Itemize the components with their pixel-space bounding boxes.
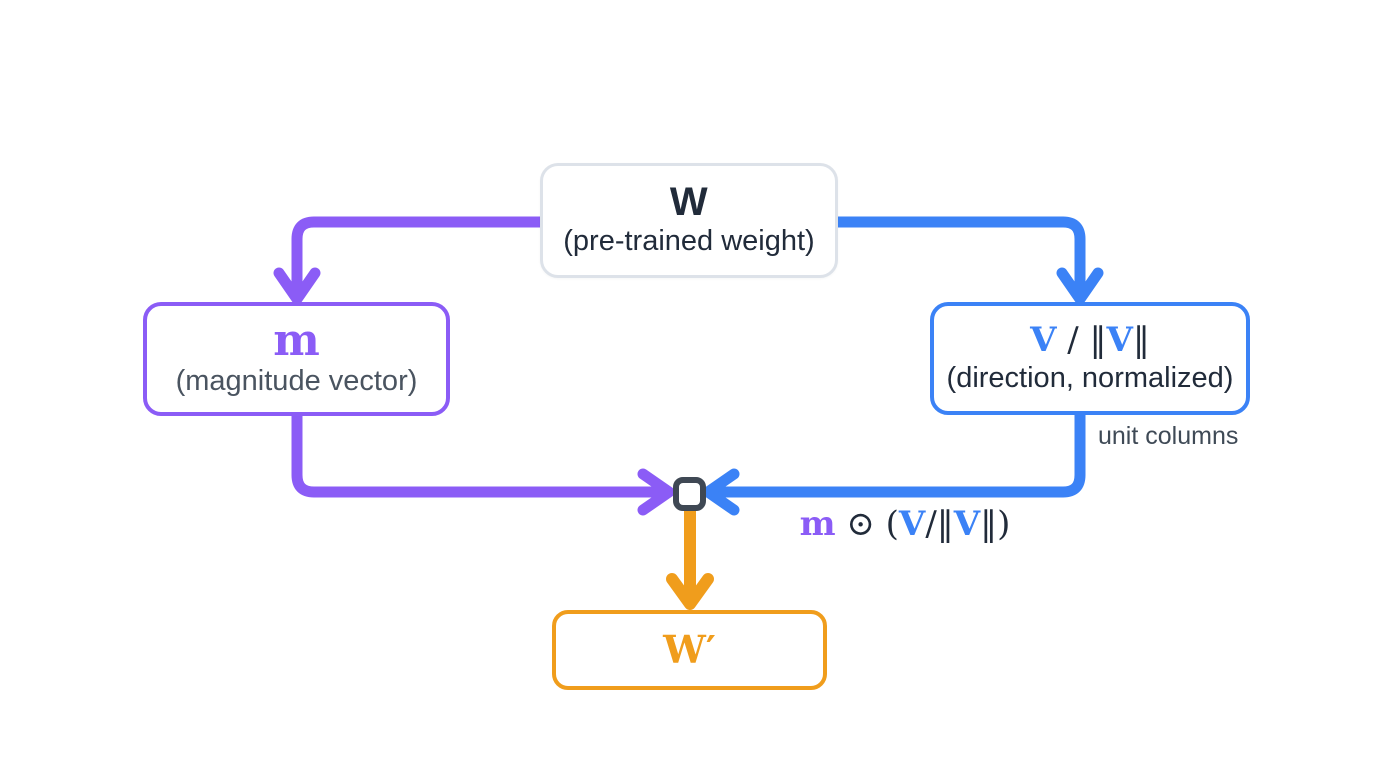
w-label: (pre-trained weight) <box>563 225 815 258</box>
node-magnitude-vector: m (magnitude vector) <box>143 302 450 416</box>
m-label: (magnitude vector) <box>175 364 418 397</box>
multiply-junction-icon <box>673 477 706 511</box>
node-merged-weight: W′ <box>552 610 827 690</box>
arrow-w-to-v-icon <box>832 216 1104 305</box>
formula-slash: /‖ <box>925 504 954 544</box>
unit-columns-note: unit columns <box>1098 422 1239 450</box>
v-symbol-2: V <box>1106 319 1133 360</box>
v-label: (direction, normalized) <box>946 361 1234 394</box>
formula-close: ‖) <box>980 504 1011 544</box>
arrow-v-to-junction-icon <box>702 409 1086 516</box>
v-formula-norm-close: ‖ <box>1132 319 1150 360</box>
formula-v-symbol-2: V <box>953 504 981 544</box>
formula-v-symbol: V <box>898 504 926 544</box>
wprime-symbol: W′ <box>663 627 716 672</box>
v-formula-separator: / ‖ <box>1056 319 1107 360</box>
m-symbol: m <box>273 314 320 366</box>
arrow-m-to-junction-icon <box>291 410 675 516</box>
combine-formula: m ⊙ (V/‖V‖) <box>780 504 1030 544</box>
node-direction-normalized: V / ‖V‖ (direction, normalized) <box>930 302 1250 415</box>
arrow-w-to-m-icon <box>273 216 546 305</box>
formula-m-symbol: m <box>799 504 836 544</box>
v-formula: V / ‖V‖ <box>1030 319 1150 360</box>
node-pretrained-weight: W (pre-trained weight) <box>540 163 838 278</box>
arrow-junction-to-wprime-icon <box>666 505 714 610</box>
formula-odot-operator: ⊙ ( <box>835 504 899 544</box>
w-symbol: W <box>669 180 709 225</box>
v-symbol: V <box>1030 319 1057 360</box>
